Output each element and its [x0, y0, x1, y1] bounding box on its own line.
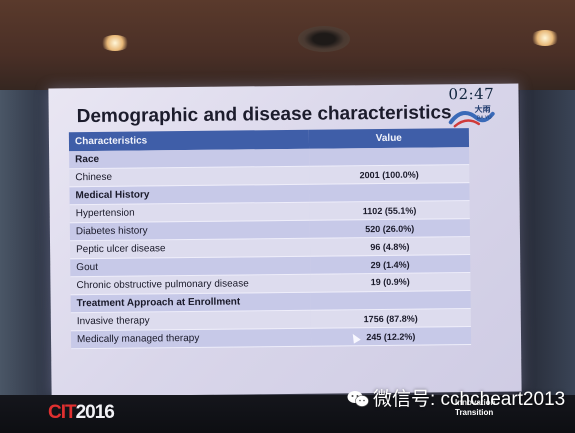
table-row: Medically managed therapy 245 (12.2%) — [70, 326, 472, 349]
row-value: 2001 (100.0%) — [308, 164, 470, 185]
ceiling-light-left — [100, 35, 130, 51]
wechat-icon — [347, 391, 369, 407]
row-value: 1102 (55.1%) — [309, 200, 470, 221]
stage-floor — [0, 395, 575, 433]
row-value: 520 (26.0%) — [309, 218, 470, 239]
cit-logo: CIT2016 — [48, 402, 115, 424]
ceiling-speaker — [298, 26, 350, 52]
watermark-text: 微信号: cchcheart2013 — [373, 389, 566, 410]
header-value: Value — [308, 128, 470, 149]
ceiling — [0, 0, 575, 100]
row-value: 29 (1.4%) — [309, 254, 471, 275]
right-wall — [520, 90, 575, 433]
logo-subtext: DA YU — [476, 114, 492, 121]
row-value: 245 (12.2%) — [310, 326, 472, 347]
row-value — [309, 182, 470, 203]
bottom-sign: Innovation Transition — [455, 398, 495, 418]
slide-title: Demographic and disease characteristics — [76, 102, 452, 128]
row-value: 96 (4.8%) — [309, 236, 471, 257]
clock-display: 02:47 — [448, 84, 495, 104]
dayu-logo-icon — [448, 111, 495, 128]
sign-line: Transition — [455, 408, 494, 417]
cit-logo-year: 2016 — [75, 402, 115, 423]
cit-logo-prefix: CIT — [48, 402, 77, 423]
logo-text: 大雨 — [474, 104, 491, 115]
ceiling-light-right — [530, 30, 560, 46]
projection-screen: Demographic and disease characteristics … — [48, 83, 522, 397]
left-wall — [0, 90, 55, 433]
header-characteristics: Characteristics — [68, 129, 309, 152]
row-value — [308, 147, 470, 167]
characteristics-table: Characteristics Value Race Chinese 2001 … — [68, 128, 472, 349]
wechat-watermark: 微信号: cchcheart2013 — [347, 384, 565, 411]
sign-line: Innovation — [455, 398, 496, 407]
row-label: Medically managed therapy — [70, 328, 311, 349]
row-value: 19 (0.9%) — [310, 272, 471, 293]
row-value — [310, 290, 471, 311]
row-value: 1756 (87.8%) — [310, 308, 471, 329]
